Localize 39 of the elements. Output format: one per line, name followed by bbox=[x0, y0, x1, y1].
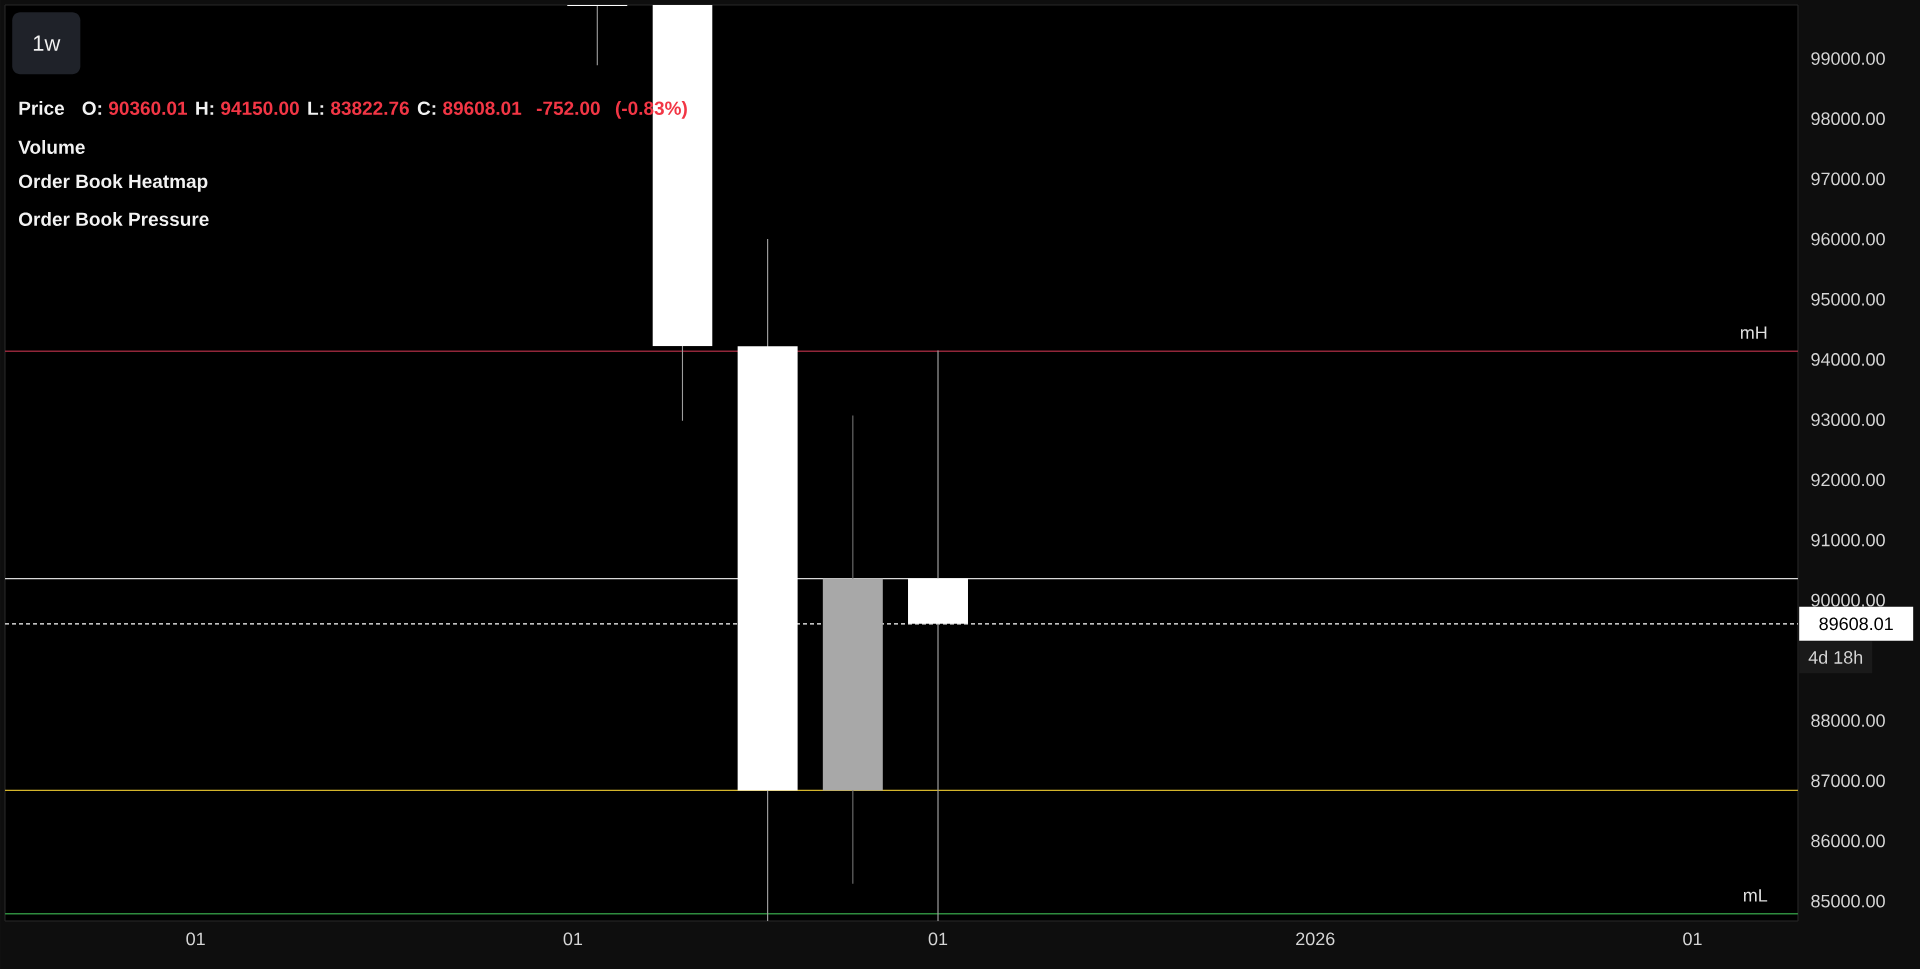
annotation: O: bbox=[82, 101, 102, 115]
y-tick-label: 94000.00 bbox=[1811, 353, 1885, 366]
text: 1w bbox=[33, 35, 61, 51]
y-tick-label: 87000.00 bbox=[1811, 774, 1885, 788]
y-tick-label: 88000.00 bbox=[1811, 714, 1885, 727]
annotation: Order Book Pressure bbox=[19, 212, 209, 226]
annotation: 83822.76 bbox=[330, 101, 409, 115]
annotation: Volume bbox=[18, 140, 85, 154]
ref-line-label: mL bbox=[1743, 889, 1768, 902]
annotation: 94150.00 bbox=[221, 101, 299, 115]
y-tick-label: 96000.00 bbox=[1811, 232, 1885, 246]
x-tick-label: 01 bbox=[1683, 932, 1702, 946]
x-tick-label: 01 bbox=[563, 932, 583, 946]
annotation: Order Book Heatmap bbox=[19, 174, 208, 192]
y-tick-label: 92000.00 bbox=[1811, 473, 1885, 487]
y-tick-label: 90000.00 bbox=[1811, 593, 1885, 607]
y-tick-label: 91000.00 bbox=[1811, 533, 1885, 547]
y-tick-label: 97000.00 bbox=[1811, 172, 1885, 186]
ref-line-label: mH bbox=[1740, 326, 1767, 339]
annotation: -752.00 bbox=[536, 101, 600, 115]
x-tick-label: 2026 bbox=[1296, 932, 1335, 946]
x-tick-label: 01 bbox=[186, 932, 205, 946]
annotation: 90360.01 bbox=[108, 101, 188, 115]
candlestick bbox=[908, 349, 968, 921]
annotation: 89608.01 bbox=[443, 101, 522, 115]
annotation: Price bbox=[19, 101, 65, 115]
x-tick-label: 01 bbox=[928, 932, 948, 946]
annotation: C: bbox=[417, 101, 436, 115]
y-tick-label: 93000.00 bbox=[1811, 413, 1885, 427]
y-tick-label: 85000.00 bbox=[1811, 894, 1885, 908]
y-tick-label: 98000.00 bbox=[1811, 112, 1885, 126]
y-tick-label: 95000.00 bbox=[1811, 292, 1885, 306]
text: 4d 18h bbox=[1808, 650, 1863, 664]
y-tick-label: 86000.00 bbox=[1811, 834, 1885, 848]
annotation: H: bbox=[196, 101, 214, 115]
y-tick-label: 99000.00 bbox=[1811, 52, 1885, 65]
candlestick bbox=[566, 4, 629, 66]
annotation: L: bbox=[308, 101, 324, 115]
ref-line-label: 89608.01 bbox=[1819, 617, 1893, 631]
